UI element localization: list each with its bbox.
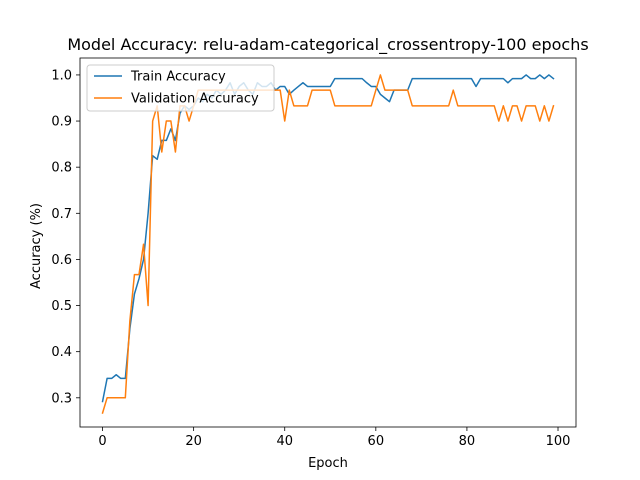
series-line-validation-accuracy <box>101 74 555 414</box>
y-tick-label: 0.7 <box>51 207 72 222</box>
axes-frame <box>79 57 577 428</box>
x-axis-title: Epoch <box>308 456 348 471</box>
legend: Train Accuracy Validation Accuracy <box>86 64 275 112</box>
y-tick-label: 0.4 <box>51 345 72 360</box>
x-tick-label: 20 <box>185 434 202 449</box>
legend-box <box>86 64 275 112</box>
y-tick-label: 0.3 <box>51 391 72 406</box>
legend-label-train-accuracy: Train Accuracy <box>130 70 226 85</box>
chart-title: Model Accuracy: relu-adam-categorical_cr… <box>67 35 588 55</box>
x-tick-label: 40 <box>276 434 293 449</box>
x-tick-label: 100 <box>546 434 571 449</box>
x-tick-label: 60 <box>368 434 385 449</box>
y-tick-label: 1.0 <box>51 68 72 83</box>
y-tick-label: 0.5 <box>51 299 72 314</box>
y-tick-label: 0.6 <box>51 253 72 268</box>
y-tick-label: 0.9 <box>51 115 72 130</box>
y-axis-title: Accuracy (%) <box>29 203 44 289</box>
x-tick-label: 80 <box>459 434 476 449</box>
plot-area: 0 20 40 60 80 100 0.3 0.4 0.5 0.6 0.7 0.8 0.9 1.0 <box>51 57 577 449</box>
legend-label-validation-accuracy: Validation Accuracy <box>131 92 259 107</box>
x-tick-label: 0 <box>98 434 106 449</box>
y-tick-label: 0.8 <box>51 161 72 176</box>
